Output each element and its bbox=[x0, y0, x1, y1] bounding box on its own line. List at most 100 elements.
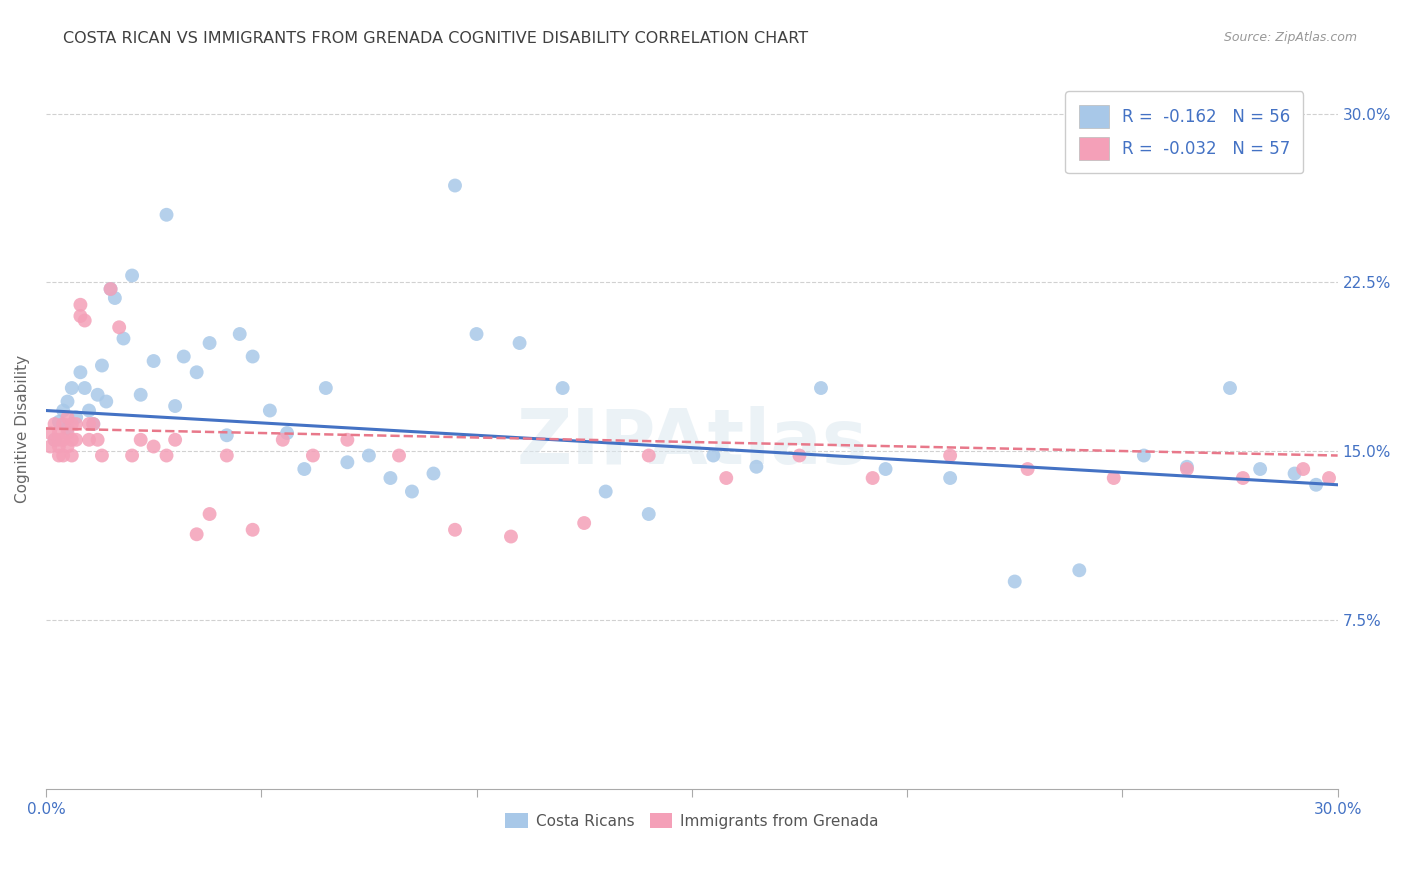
Point bbox=[108, 320, 131, 334]
Point bbox=[165, 433, 187, 447]
Point bbox=[48, 440, 70, 454]
Point bbox=[77, 403, 100, 417]
Point bbox=[104, 291, 127, 305]
Point bbox=[875, 462, 897, 476]
Point bbox=[56, 410, 79, 425]
Point bbox=[276, 425, 298, 440]
Point bbox=[1249, 462, 1271, 476]
Point bbox=[1069, 563, 1091, 577]
Point bbox=[77, 417, 100, 431]
Point bbox=[52, 433, 75, 447]
Point bbox=[789, 449, 811, 463]
Point bbox=[215, 449, 238, 463]
Point bbox=[173, 350, 195, 364]
Point bbox=[86, 433, 108, 447]
Point bbox=[112, 332, 135, 346]
Point bbox=[1317, 471, 1340, 485]
Point bbox=[60, 417, 83, 431]
Point bbox=[91, 449, 114, 463]
Point bbox=[1305, 477, 1327, 491]
Point bbox=[82, 417, 104, 431]
Point bbox=[228, 326, 250, 341]
Point bbox=[745, 459, 768, 474]
Point bbox=[336, 455, 359, 469]
Point bbox=[56, 394, 79, 409]
Point bbox=[810, 381, 832, 395]
Point bbox=[444, 178, 467, 193]
Point bbox=[242, 350, 264, 364]
Point bbox=[1102, 471, 1125, 485]
Point bbox=[862, 471, 884, 485]
Point bbox=[56, 440, 79, 454]
Point bbox=[702, 449, 724, 463]
Point bbox=[401, 484, 423, 499]
Point bbox=[198, 507, 221, 521]
Point bbox=[44, 417, 66, 431]
Point bbox=[271, 433, 294, 447]
Point bbox=[52, 403, 75, 417]
Point bbox=[1175, 462, 1198, 476]
Point bbox=[292, 462, 315, 476]
Point bbox=[465, 326, 488, 341]
Point bbox=[242, 523, 264, 537]
Point bbox=[73, 381, 96, 395]
Point bbox=[48, 433, 70, 447]
Point bbox=[121, 268, 143, 283]
Point bbox=[69, 309, 91, 323]
Point bbox=[69, 298, 91, 312]
Point bbox=[48, 425, 70, 440]
Point bbox=[65, 410, 87, 425]
Point bbox=[60, 433, 83, 447]
Point bbox=[1336, 462, 1358, 476]
Point bbox=[380, 471, 402, 485]
Point bbox=[509, 336, 531, 351]
Point bbox=[1133, 449, 1156, 463]
Point bbox=[65, 417, 87, 431]
Point bbox=[939, 471, 962, 485]
Point bbox=[44, 433, 66, 447]
Point bbox=[1232, 471, 1254, 485]
Point bbox=[336, 433, 359, 447]
Point bbox=[165, 399, 187, 413]
Y-axis label: Cognitive Disability: Cognitive Disability bbox=[15, 354, 30, 502]
Point bbox=[52, 449, 75, 463]
Point bbox=[142, 354, 165, 368]
Text: Source: ZipAtlas.com: Source: ZipAtlas.com bbox=[1223, 31, 1357, 45]
Point bbox=[1292, 462, 1315, 476]
Point bbox=[1004, 574, 1026, 589]
Point bbox=[155, 449, 177, 463]
Point bbox=[1017, 462, 1039, 476]
Point bbox=[100, 282, 122, 296]
Point bbox=[60, 381, 83, 395]
Point bbox=[155, 208, 177, 222]
Point bbox=[302, 449, 325, 463]
Point bbox=[939, 449, 962, 463]
Point bbox=[142, 440, 165, 454]
Point bbox=[1175, 459, 1198, 474]
Point bbox=[48, 449, 70, 463]
Point bbox=[315, 381, 337, 395]
Point bbox=[86, 388, 108, 402]
Point bbox=[1284, 467, 1306, 481]
Point bbox=[56, 425, 79, 440]
Point bbox=[39, 440, 62, 454]
Point bbox=[39, 425, 62, 440]
Point bbox=[551, 381, 574, 395]
Point bbox=[259, 403, 281, 417]
Point bbox=[69, 365, 91, 379]
Legend: Costa Ricans, Immigrants from Grenada: Costa Ricans, Immigrants from Grenada bbox=[499, 806, 884, 835]
Point bbox=[637, 507, 659, 521]
Point bbox=[129, 433, 152, 447]
Point bbox=[60, 449, 83, 463]
Point bbox=[215, 428, 238, 442]
Point bbox=[595, 484, 617, 499]
Point bbox=[82, 417, 104, 431]
Point bbox=[186, 365, 208, 379]
Point bbox=[637, 449, 659, 463]
Point bbox=[716, 471, 738, 485]
Point bbox=[499, 529, 522, 543]
Point bbox=[56, 421, 79, 435]
Point bbox=[96, 394, 118, 409]
Point bbox=[444, 523, 467, 537]
Point bbox=[91, 359, 114, 373]
